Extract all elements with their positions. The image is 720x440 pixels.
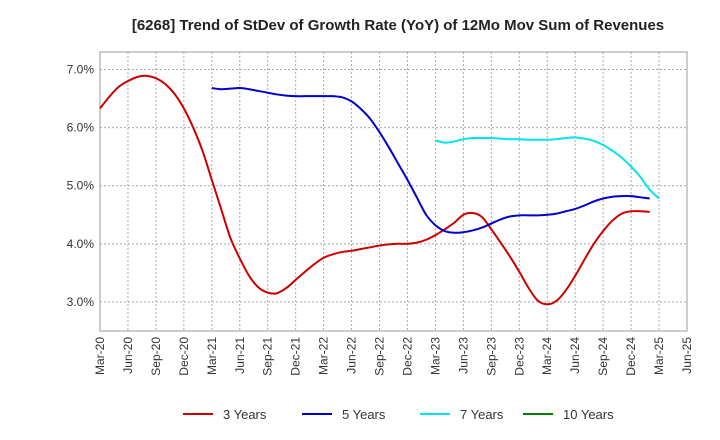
x-tick-label: Sep-23 — [484, 337, 498, 376]
x-tick-label: Dec-20 — [177, 337, 191, 376]
x-tick-label: Jun-20 — [121, 337, 135, 374]
legend-label: 10 Years — [563, 407, 614, 422]
x-tick-label: Dec-24 — [624, 337, 638, 376]
x-tick-label: Mar-24 — [540, 337, 554, 375]
x-tick-label: Sep-24 — [596, 337, 610, 376]
y-tick-label: 6.0% — [67, 121, 95, 135]
x-tick-label: Mar-20 — [93, 337, 107, 375]
x-tick-label: Sep-20 — [149, 337, 163, 376]
legend: 3 Years 5 Years 7 Years 10 Years — [183, 407, 614, 422]
x-tick-label: Jun-25 — [680, 337, 694, 374]
x-axis-ticks: Mar-20 Jun-20 Sep-20 Dec-20 Mar-21 Jun-21 Sep-… — [93, 337, 694, 376]
x-tick-label: Jun-22 — [345, 337, 359, 374]
x-tick-label: Dec-22 — [400, 337, 414, 376]
y-tick-label: 4.0% — [67, 237, 95, 251]
x-tick-label: Jun-24 — [568, 337, 582, 374]
y-tick-label: 7.0% — [67, 62, 95, 76]
x-tick-label: Dec-23 — [512, 337, 526, 376]
chart-title: [6268] Trend of StDev of Growth Rate (Yo… — [132, 17, 664, 34]
series-lines — [99, 74, 660, 306]
x-tick-label: Jun-21 — [233, 337, 247, 374]
y-tick-label: 3.0% — [67, 295, 95, 309]
x-tick-label: Mar-25 — [652, 337, 666, 375]
x-tick-label: Mar-22 — [317, 337, 331, 375]
series-line-5-years — [211, 87, 650, 234]
x-tick-label: Dec-21 — [289, 337, 303, 376]
x-tick-label: Sep-22 — [373, 337, 387, 376]
y-axis-ticks: 3.0% 4.0% 5.0% 6.0% 7.0% — [67, 62, 95, 309]
y-tick-label: 5.0% — [67, 179, 95, 193]
legend-label: 7 Years — [460, 407, 504, 422]
x-tick-label: Jun-23 — [456, 337, 470, 374]
legend-label: 5 Years — [342, 407, 386, 422]
grid-lines — [99, 52, 688, 331]
x-tick-label: Mar-21 — [205, 337, 219, 375]
x-tick-label: Mar-23 — [428, 337, 442, 375]
x-tick-label: Sep-21 — [261, 337, 275, 376]
series-line-3-years — [99, 74, 650, 306]
plot-area — [99, 51, 688, 332]
series-line-7-years — [435, 136, 660, 200]
legend-label: 3 Years — [223, 407, 267, 422]
